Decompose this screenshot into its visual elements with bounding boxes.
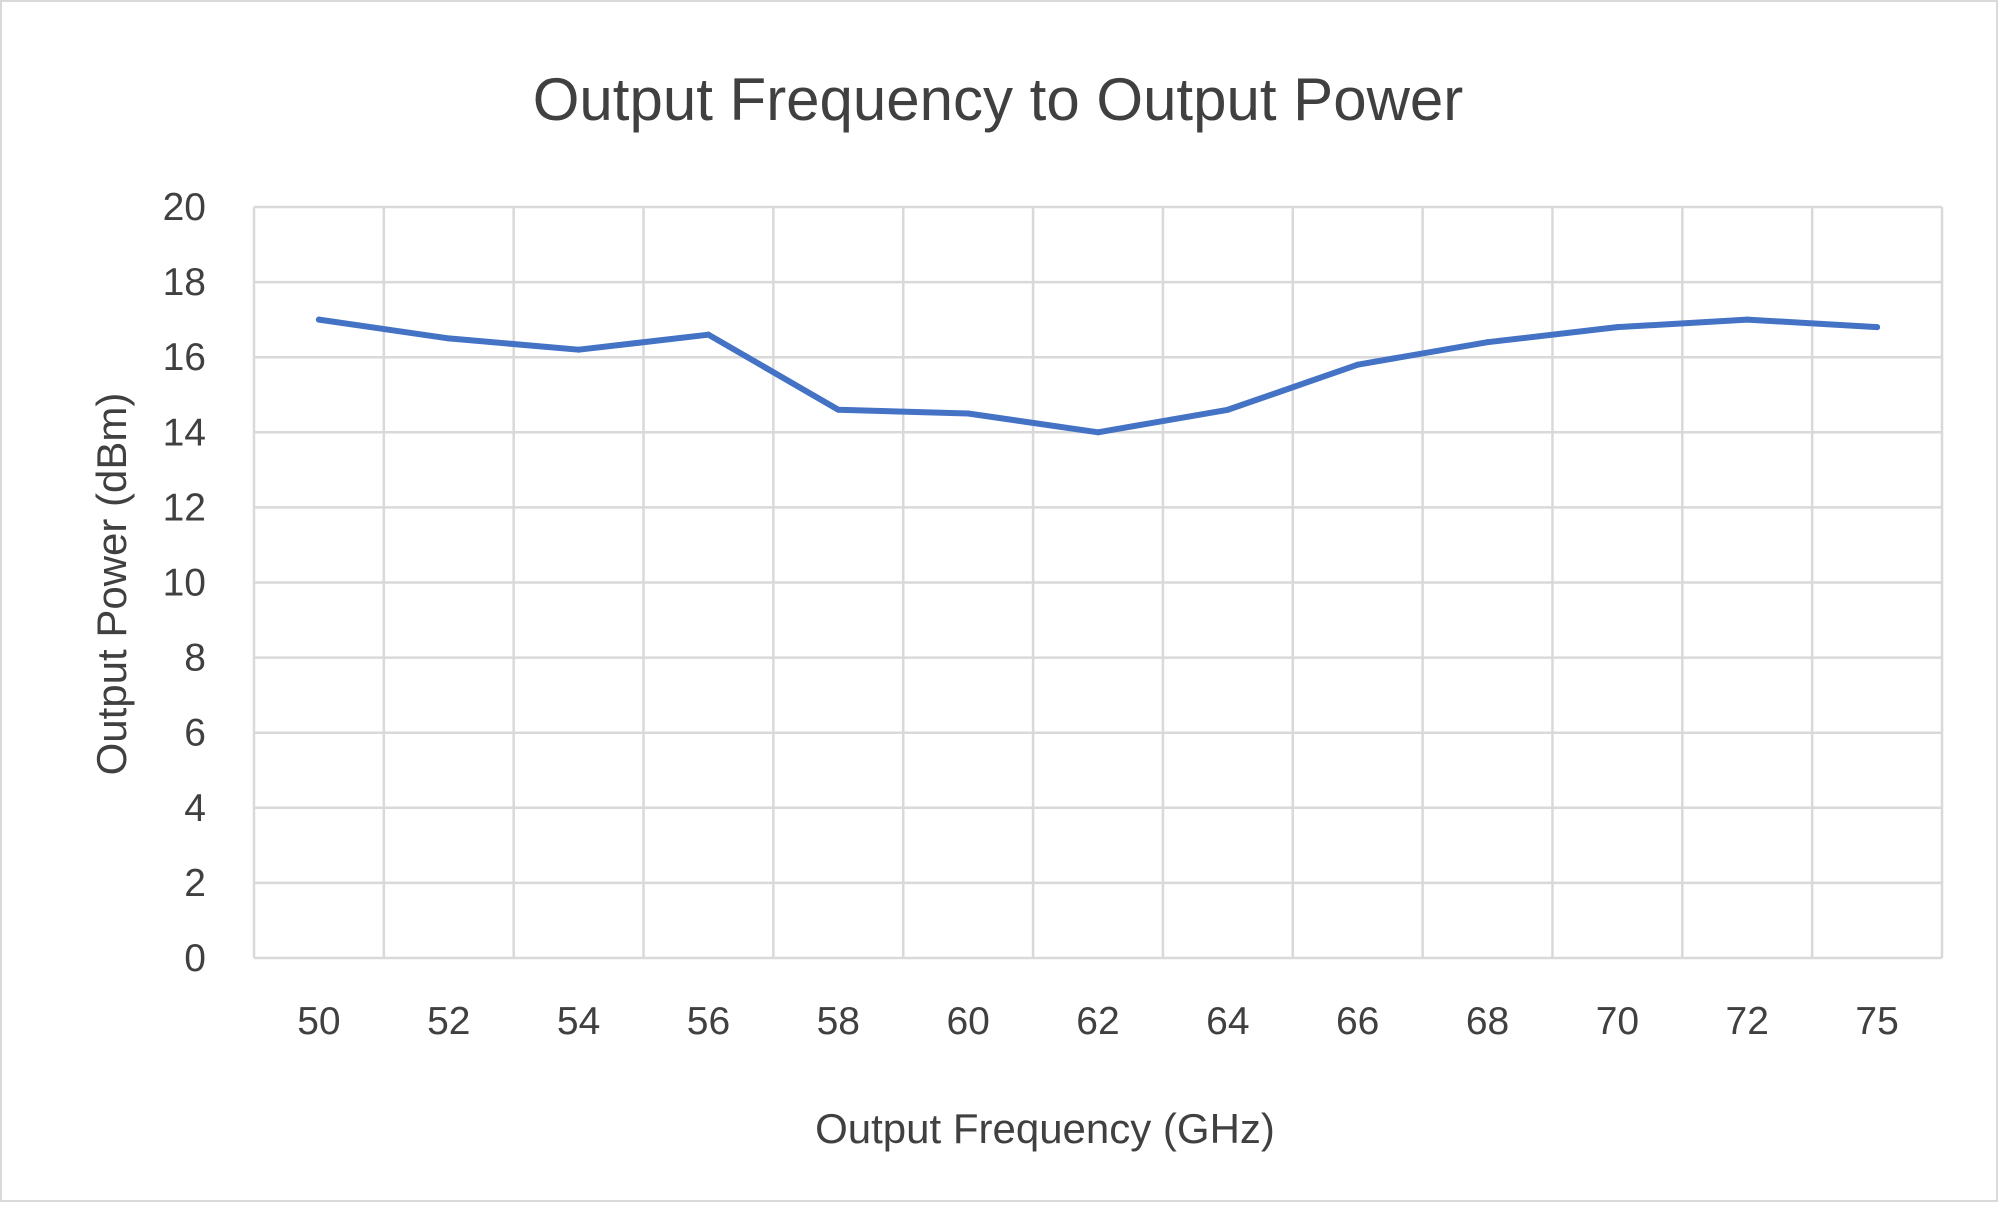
y-tick-label: 14 bbox=[163, 411, 206, 454]
x-tick-label: 60 bbox=[946, 1000, 989, 1043]
data-point bbox=[705, 331, 712, 338]
data-point bbox=[1224, 406, 1231, 413]
y-tick-label: 0 bbox=[184, 937, 206, 980]
x-axis-title: Output Frequency (GHz) bbox=[815, 1105, 1275, 1152]
series-layer bbox=[315, 316, 1881, 436]
data-point bbox=[445, 335, 452, 342]
x-tick-label: 64 bbox=[1206, 1000, 1249, 1043]
data-point bbox=[1354, 361, 1361, 368]
chart-title: Output Frequency to Output Power bbox=[533, 66, 1464, 133]
x-tick-label: 75 bbox=[1855, 1000, 1898, 1043]
data-point bbox=[315, 316, 322, 323]
y-tick-label: 8 bbox=[184, 637, 206, 680]
x-tick-label: 52 bbox=[427, 1000, 470, 1043]
data-point bbox=[575, 346, 582, 353]
x-tick-label: 68 bbox=[1466, 1000, 1509, 1043]
x-tick-label: 50 bbox=[297, 1000, 340, 1043]
x-tick-label: 58 bbox=[817, 1000, 860, 1043]
data-point bbox=[1744, 316, 1751, 323]
y-tick-label: 18 bbox=[163, 261, 206, 304]
data-point bbox=[1614, 324, 1621, 331]
y-tick-label: 6 bbox=[184, 712, 206, 755]
data-point bbox=[965, 410, 972, 417]
x-tick-label: 56 bbox=[687, 1000, 730, 1043]
data-point bbox=[1095, 429, 1101, 436]
y-tick-label: 16 bbox=[163, 336, 206, 379]
x-tick-label: 70 bbox=[1596, 1000, 1639, 1043]
data-point bbox=[1874, 324, 1881, 331]
y-tick-label: 4 bbox=[184, 787, 206, 830]
data-point bbox=[835, 406, 842, 413]
y-axis-title: Output Power (dBm) bbox=[88, 393, 135, 776]
data-point bbox=[1484, 339, 1491, 346]
x-tick-label: 62 bbox=[1076, 1000, 1119, 1043]
gridlines bbox=[252, 205, 1944, 960]
x-tick-label: 66 bbox=[1336, 1000, 1379, 1043]
y-tick-label: 2 bbox=[184, 862, 206, 905]
y-tick-label: 12 bbox=[163, 486, 206, 529]
x-tick-label: 54 bbox=[557, 1000, 600, 1043]
y-tick-label: 20 bbox=[163, 186, 206, 229]
x-tick-label: 72 bbox=[1726, 1000, 1769, 1043]
y-tick-label: 10 bbox=[163, 562, 206, 605]
series-line bbox=[315, 316, 1881, 436]
